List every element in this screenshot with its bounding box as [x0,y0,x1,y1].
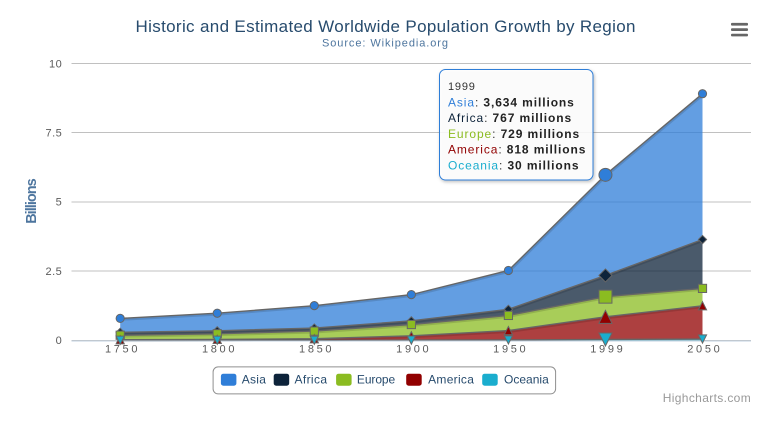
svg-text:7.5: 7.5 [46,128,63,140]
svg-text:0: 0 [56,335,63,347]
svg-text:Highcharts.com: Highcharts.com [663,391,751,405]
svg-text:Oceania: Oceania [504,373,549,387]
svg-text:America: 818 millions: America: 818 millions [448,143,586,157]
svg-text:Oceania: 30 millions: Oceania: 30 millions [448,158,579,172]
svg-text:America: America [428,373,474,387]
svg-text:5: 5 [56,197,63,209]
svg-text:Historic and Estimated Worldwi: Historic and Estimated Worldwide Populat… [136,17,636,36]
svg-text:10: 10 [49,58,62,70]
svg-text:Asia: 3,634 millions: Asia: 3,634 millions [448,95,575,109]
svg-text:2.5: 2.5 [46,266,63,278]
svg-text:Source: Wikipedia.org: Source: Wikipedia.org [322,38,448,50]
svg-text:Europe: Europe [357,373,396,387]
svg-text:Asia: Asia [242,373,267,387]
svg-text:Africa: Africa [295,373,328,387]
svg-text:Europe: 729 millions: Europe: 729 millions [448,127,580,141]
svg-text:1999: 1999 [448,81,476,93]
svg-text:Africa: 767 millions: Africa: 767 millions [448,111,572,125]
svg-text:Billions: Billions [24,178,40,224]
